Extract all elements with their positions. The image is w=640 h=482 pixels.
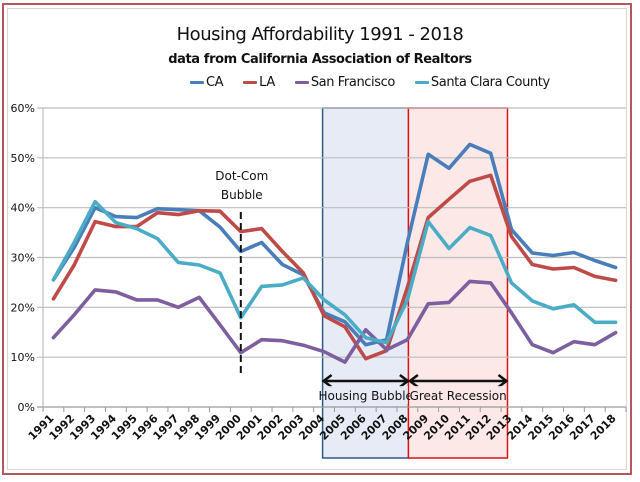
housing-bubble-label-bg (323, 386, 408, 404)
series-lines (51, 142, 618, 364)
series-line-santa-clara-county (51, 199, 618, 345)
great-recession-label: Great Recession (410, 389, 507, 403)
y-tick-label: 10% (11, 351, 35, 364)
dot-com-label-line2: Bubble (221, 188, 263, 202)
legend-label-ca: CA (206, 75, 224, 90)
arrow-head-right (497, 374, 509, 388)
y-tick-label: 30% (11, 252, 35, 265)
chart-title: Housing Affordability 1991 - 2018 (176, 24, 464, 45)
y-tick-label: 40% (11, 202, 35, 215)
legend-label-santa-clara: Santa Clara County (430, 75, 550, 90)
legend: CA LA San Francisco Santa Clara County (190, 75, 550, 90)
series-line-ca (51, 142, 618, 347)
y-tick-label: 60% (11, 102, 35, 115)
legend-swatch-santa-clara (414, 81, 429, 84)
series-line-la (51, 173, 618, 361)
legend-swatch-ca (190, 81, 204, 84)
dot-com-label: Dot-Com (215, 169, 268, 183)
arrow-head-left (321, 374, 333, 388)
chart-frame-inner (7, 8, 627, 470)
y-tick-label: 20% (11, 301, 35, 314)
legend-swatch-la (243, 81, 258, 84)
legend-item-san-francisco: San Francisco (294, 75, 396, 90)
y-tick-label: 0% (18, 401, 35, 414)
region-housing-bubble (321, 107, 410, 459)
great-recession-arrow (407, 374, 509, 388)
legend-label-la: LA (259, 75, 275, 90)
housing-bubble-label: Housing Bubble (319, 389, 413, 403)
legend-label-san-francisco: San Francisco (310, 75, 396, 90)
legend-item-santa-clara: Santa Clara County (414, 75, 550, 90)
arrow-head-left (407, 374, 419, 388)
series-line-san-francisco (51, 279, 618, 364)
y-tick-label: 50% (11, 152, 35, 165)
chart-frame (2, 3, 632, 475)
legend-item-la: LA (243, 75, 275, 90)
chart-subtitle: data from California Association of Real… (168, 52, 472, 67)
legend-item-ca: CA (190, 75, 224, 90)
great-recession-label-bg (409, 386, 507, 404)
legend-swatch-san-francisco (294, 81, 309, 84)
